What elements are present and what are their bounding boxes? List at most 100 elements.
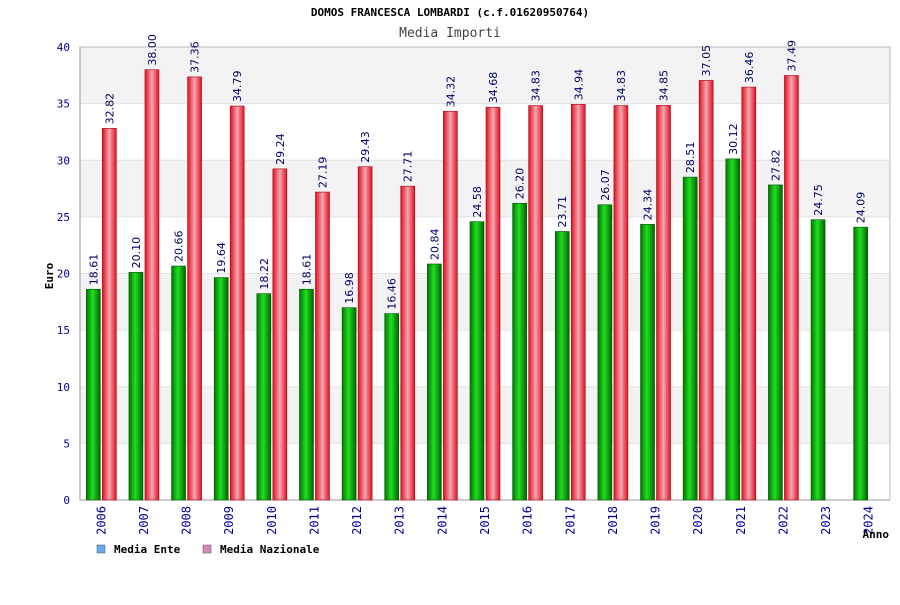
bar-media-ente xyxy=(469,221,485,501)
x-tick-labels: 2006 2007 2008 2009 2010 2011 2012 2013 2014 2015… xyxy=(94,506,875,535)
bar-media-nazionale xyxy=(187,76,202,501)
bar-media-ente xyxy=(256,293,272,501)
data-label: 34.68 xyxy=(487,72,500,104)
bar-media-ente xyxy=(427,263,442,501)
bar-media-ente xyxy=(597,204,613,501)
bar-media-nazionale xyxy=(144,69,160,501)
x-tick-label: 2008 xyxy=(180,506,194,535)
x-tick-label: 2011 xyxy=(307,506,321,535)
data-label: 34.94 xyxy=(572,69,585,101)
y-axis-label: Euro xyxy=(43,262,56,289)
bar-media-ente xyxy=(213,277,229,501)
data-label: 24.75 xyxy=(812,184,825,216)
x-tick-label: 2022 xyxy=(776,506,790,535)
bar-media-nazionale xyxy=(741,86,757,501)
x-tick-label: 2007 xyxy=(137,506,151,535)
bar-media-nazionale xyxy=(400,185,416,501)
data-label: 24.34 xyxy=(642,189,655,221)
y-tick-label: 30 xyxy=(57,154,70,167)
x-tick-label: 2020 xyxy=(691,506,705,535)
data-label: 26.07 xyxy=(599,169,612,201)
bar-media-ente xyxy=(768,184,783,501)
y-tick-label: 20 xyxy=(57,268,70,281)
x-tick-label: 2014 xyxy=(435,506,449,535)
x-tick-label: 2012 xyxy=(350,506,364,535)
bar-media-nazionale xyxy=(656,105,671,501)
bar-media-ente xyxy=(171,265,186,501)
bar-media-nazionale xyxy=(613,105,629,501)
bar-media-nazionale xyxy=(315,191,330,501)
bar-media-nazionale xyxy=(485,106,501,501)
x-tick-label: 2015 xyxy=(478,506,492,535)
bar-media-nazionale xyxy=(570,104,586,501)
data-label: 18.22 xyxy=(258,258,271,290)
data-label: 34.32 xyxy=(444,76,457,108)
legend-swatch-media-nazionale xyxy=(202,544,212,554)
y-tick-label: 25 xyxy=(57,211,70,224)
legend: Media Ente Media Nazionale xyxy=(96,543,320,556)
legend-label-media-nazionale: Media Nazionale xyxy=(220,543,320,556)
bar-media-nazionale xyxy=(784,75,799,501)
bar-media-ente xyxy=(725,158,741,501)
bar-media-nazionale xyxy=(357,166,373,501)
x-tick-label: 2023 xyxy=(819,506,833,535)
data-label: 24.58 xyxy=(471,186,484,218)
x-tick-label: 2018 xyxy=(606,506,620,535)
data-label: 34.83 xyxy=(615,70,628,102)
data-label: 18.61 xyxy=(300,254,313,286)
data-label: 37.49 xyxy=(785,40,798,72)
x-tick-label: 2021 xyxy=(734,506,748,535)
data-label: 27.82 xyxy=(769,149,782,181)
x-tick-label: 2006 xyxy=(94,506,108,535)
bar-media-nazionale xyxy=(443,111,458,501)
bar-media-ente xyxy=(682,176,698,501)
x-tick-label: 2017 xyxy=(563,506,577,535)
data-label: 34.85 xyxy=(658,70,671,102)
x-tick-label: 2010 xyxy=(265,506,279,535)
data-label: 16.46 xyxy=(386,278,399,310)
data-labels-group: 18.61 32.82 20.10 38.00 20.66 37.36 19.64 34.79… xyxy=(87,34,867,309)
data-label: 26.20 xyxy=(514,168,527,200)
data-label: 27.19 xyxy=(316,157,329,189)
bar-media-nazionale xyxy=(102,128,117,501)
bar-media-ente xyxy=(86,288,101,501)
x-tick-label: 2019 xyxy=(649,506,663,535)
bar-media-ente xyxy=(341,307,357,501)
data-label: 20.10 xyxy=(130,237,143,269)
data-label: 32.82 xyxy=(103,93,116,125)
chart-subtitle: Media Importi xyxy=(399,26,501,41)
y-tick-label: 5 xyxy=(63,437,70,450)
y-tick-label: 0 xyxy=(63,494,70,507)
data-label: 28.51 xyxy=(684,142,697,174)
y-tick-label: 15 xyxy=(57,324,70,337)
data-label: 18.61 xyxy=(87,254,100,286)
legend-label-media-ente: Media Ente xyxy=(114,543,181,556)
data-label: 20.66 xyxy=(173,231,186,263)
data-label: 36.46 xyxy=(743,52,756,84)
bar-media-ente xyxy=(853,226,868,501)
y-tick-label: 40 xyxy=(57,41,70,54)
data-label: 29.43 xyxy=(359,131,372,163)
data-label: 30.12 xyxy=(727,123,740,155)
data-label: 23.71 xyxy=(556,196,569,228)
data-label: 37.05 xyxy=(700,45,713,77)
x-tick-label: 2016 xyxy=(521,506,535,535)
x-axis-label: Anno xyxy=(863,528,890,541)
bar-media-nazionale xyxy=(229,105,245,501)
data-label: 34.79 xyxy=(231,71,244,102)
y-tick-labels: 0 5 10 15 20 25 30 35 40 xyxy=(57,41,70,507)
x-tick-label: 2013 xyxy=(393,506,407,535)
bar-media-ente xyxy=(299,288,314,501)
bar-media-nazionale xyxy=(698,80,714,501)
bar-media-ente xyxy=(554,231,570,501)
data-label: 16.98 xyxy=(343,272,356,304)
bar-media-ente xyxy=(640,224,655,501)
bars-group xyxy=(86,69,868,501)
data-label: 37.36 xyxy=(189,41,202,73)
chart-title: DOMOS FRANCESCA LOMBARDI (c.f.0162095076… xyxy=(311,6,589,19)
data-label: 20.84 xyxy=(428,228,441,260)
bar-media-ente xyxy=(128,272,144,501)
x-tick-label: 2009 xyxy=(222,506,236,535)
